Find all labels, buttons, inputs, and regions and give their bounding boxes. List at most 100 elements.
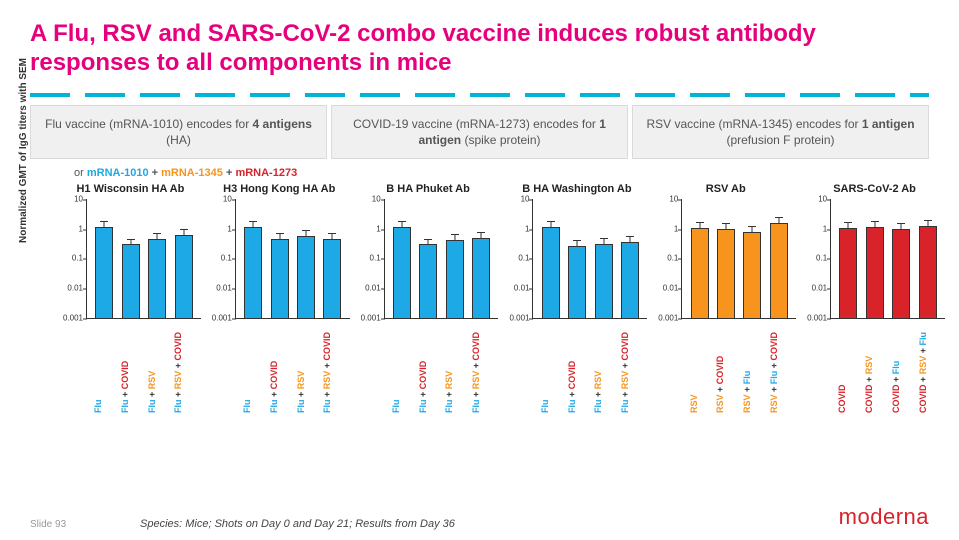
bar	[95, 227, 113, 318]
x-label: Flu + COVID	[568, 323, 586, 413]
bar	[393, 227, 411, 318]
bar	[244, 227, 262, 318]
info-box-flu: Flu vaccine (mRNA-1010) encodes for 4 an…	[30, 105, 327, 159]
x-label: Flu + RSV	[148, 323, 166, 413]
x-label: COVID + Flu	[892, 323, 910, 413]
y-tick: 0.001	[503, 313, 529, 322]
y-tick: 0.01	[57, 284, 83, 293]
x-label: Flu + RSV + COVID	[472, 323, 490, 413]
y-tick: 0.01	[206, 284, 232, 293]
x-label: COVID	[838, 323, 856, 413]
x-label: RSV + Flu + COVID	[770, 323, 788, 413]
bar	[297, 236, 315, 318]
bar	[866, 227, 884, 318]
x-labels: COVIDCOVID + RSVCOVID + FluCOVID + RSV +…	[830, 319, 945, 413]
chart-5: SARS-CoV-2 Ab 1010.10.010.001 COVID COVID +…	[800, 183, 949, 413]
x-label: Flu	[392, 323, 410, 413]
y-tick: 10	[503, 194, 529, 203]
bar	[271, 239, 289, 318]
bar	[743, 232, 761, 318]
x-labels: RSVRSV + COVIDRSV + FluRSV + Flu + COVID	[681, 319, 796, 413]
y-tick: 1	[801, 224, 827, 233]
x-label: Flu	[94, 323, 112, 413]
chart-title: B HA Washington Ab	[506, 183, 647, 195]
x-label: Flu + RSV	[594, 323, 612, 413]
bar	[839, 228, 857, 318]
bar	[175, 235, 193, 318]
bar	[542, 227, 560, 318]
plot-area: 1010.10.010.001	[681, 199, 796, 319]
y-tick: 0.1	[652, 254, 678, 263]
legend-line: or mRNA-1010 + mRNA-1345 + mRNA-1273	[74, 167, 959, 179]
bar	[717, 229, 735, 318]
y-tick: 0.1	[801, 254, 827, 263]
species-note: Species: Mice; Shots on Day 0 and Day 21…	[140, 518, 455, 530]
x-label: Flu + RSV + COVID	[323, 323, 341, 413]
chart-4: RSV Ab1010.10.010.001RSVRSV + COVIDRSV +…	[651, 183, 800, 413]
moderna-logo: moderna	[839, 504, 929, 530]
y-tick: 0.001	[801, 313, 827, 322]
bar	[595, 244, 613, 318]
x-labels: Flu Flu + COVID Flu + RSV Flu + RSV + COVID	[384, 319, 499, 413]
y-tick: 0.1	[355, 254, 381, 263]
info-box-row: Flu vaccine (mRNA-1010) encodes for 4 an…	[30, 105, 929, 159]
footer: Slide 93 Species: Mice; Shots on Day 0 a…	[30, 504, 929, 530]
y-tick: 1	[57, 224, 83, 233]
plot-area: 1010.10.010.001	[235, 199, 350, 319]
y-tick: 10	[652, 194, 678, 203]
chart-title: SARS-CoV-2 Ab	[804, 183, 945, 195]
bar	[323, 239, 341, 318]
x-label: Flu + RSV + COVID	[174, 323, 192, 413]
bar	[446, 240, 464, 318]
chart-3: B HA Washington Ab1010.10.010.001FluFlu …	[502, 183, 651, 413]
y-axis-label: Normalized GMT of IgG titers with SEM	[18, 123, 29, 243]
chart-2: B HA Phuket Ab 1010.10.010.001 Flu Flu + CO…	[354, 183, 503, 413]
chart-title: B HA Phuket Ab	[358, 183, 499, 195]
y-tick: 0.001	[57, 313, 83, 322]
plot-area: 1010.10.010.001	[532, 199, 647, 319]
y-tick: 1	[652, 224, 678, 233]
chart-title: RSV Ab	[655, 183, 796, 195]
x-label: Flu + COVID	[121, 323, 139, 413]
y-tick: 10	[206, 194, 232, 203]
x-label: Flu + COVID	[270, 323, 288, 413]
y-tick: 10	[57, 194, 83, 203]
bar	[568, 246, 586, 318]
y-tick: 1	[206, 224, 232, 233]
x-label: RSV	[690, 323, 708, 413]
x-label: Flu + COVID	[419, 323, 437, 413]
chart-title: H1 Wisconsin HA Ab	[60, 183, 201, 195]
plot-area: 1010.10.010.001	[86, 199, 201, 319]
y-tick: 0.001	[652, 313, 678, 322]
x-labels: FluFlu + COVIDFlu + RSVFlu + RSV + COVID	[532, 319, 647, 413]
y-tick: 0.01	[652, 284, 678, 293]
y-tick: 10	[355, 194, 381, 203]
info-box-covid: COVID-19 vaccine (mRNA-1273) encodes for…	[331, 105, 628, 159]
charts-container: Normalized GMT of IgG titers with SEM H1…	[20, 183, 949, 413]
x-label: Flu	[243, 323, 261, 413]
y-tick: 0.01	[503, 284, 529, 293]
info-box-rsv: RSV vaccine (mRNA-1345) encodes for 1 an…	[632, 105, 929, 159]
bar	[122, 244, 140, 318]
y-tick: 0.1	[206, 254, 232, 263]
y-tick: 0.001	[206, 313, 232, 322]
chart-1: H3 Hong Kong HA Ab1010.10.010.001FluFlu …	[205, 183, 354, 413]
slide-title: A Flu, RSV and SARS-CoV-2 combo vaccine …	[0, 0, 959, 88]
x-label: Flu + RSV	[297, 323, 315, 413]
y-tick: 10	[801, 194, 827, 203]
y-tick: 0.1	[57, 254, 83, 263]
x-label: RSV + Flu	[743, 323, 761, 413]
bar	[919, 226, 937, 318]
bar	[892, 229, 910, 318]
x-labels: Flu Flu + COVID Flu + RSV Flu + RSV + COVID	[86, 319, 201, 413]
plot-area: 1010.10.010.001	[384, 199, 499, 319]
bar	[621, 242, 639, 318]
y-tick: 1	[355, 224, 381, 233]
plot-area: 1010.10.010.001	[830, 199, 945, 319]
bar	[148, 239, 166, 318]
y-tick: 0.1	[503, 254, 529, 263]
divider-dashes	[30, 93, 929, 97]
x-label: Flu + RSV	[445, 323, 463, 413]
y-tick: 1	[503, 224, 529, 233]
chart-title: H3 Hong Kong HA Ab	[209, 183, 350, 195]
